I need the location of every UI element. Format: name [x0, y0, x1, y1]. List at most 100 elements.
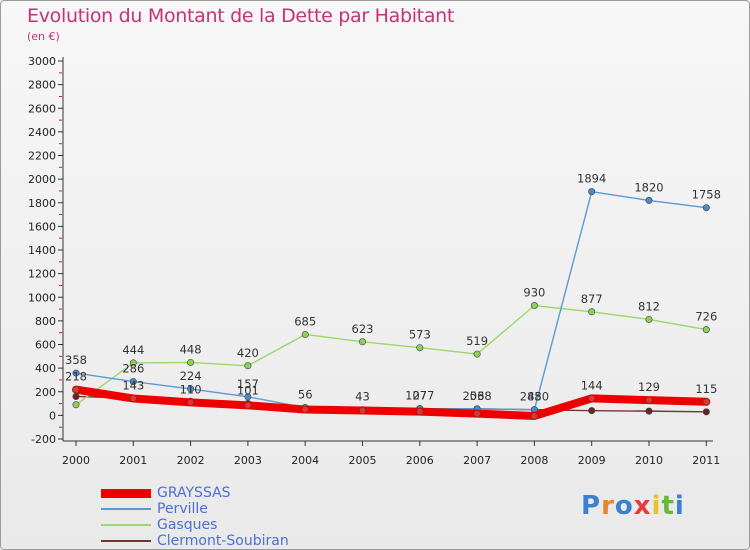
y-tick-label: 400 [35, 362, 56, 375]
data-point-perville [645, 196, 653, 204]
chart-title: Evolution du Montant de la Dette par Hab… [27, 5, 455, 27]
y-tick-label: 1200 [28, 268, 56, 281]
data-label-grayssas: 110 [180, 382, 202, 396]
legend-label-grayssas: GRAYSSAS [157, 485, 231, 501]
y-tick-label: 0 [49, 409, 56, 422]
legend-label-perville: Perville [157, 501, 208, 517]
data-point-gasques [473, 350, 481, 358]
data-label-perville: 2850 [520, 390, 549, 404]
data-label-perville: 224 [180, 369, 202, 383]
x-tick-label: 2000 [62, 454, 90, 467]
proxiti-logo: Proxiti [581, 491, 685, 521]
x-tick-label: 2010 [635, 454, 663, 467]
data-point-grayssas [358, 407, 366, 415]
logo-letter: i [651, 491, 662, 521]
data-point-gasques [358, 338, 366, 346]
data-point-grayssas [72, 386, 80, 394]
data-point-grayssas [301, 405, 309, 413]
data-label-perville: 1894 [577, 172, 606, 186]
y-tick-label: 2800 [28, 79, 56, 92]
x-tick-label: 2008 [520, 454, 548, 467]
data-label-gasques: 877 [581, 292, 603, 306]
data-point-gasques [129, 359, 137, 367]
data-label-clermont-soubiran: 43 [355, 390, 370, 404]
x-tick-label: 2004 [291, 454, 319, 467]
logo-letter: r [601, 491, 615, 521]
data-point-perville [187, 385, 195, 393]
data-point-grayssas [129, 394, 137, 402]
data-label-gasques: 573 [409, 328, 431, 342]
data-label-gasques: 519 [466, 334, 488, 348]
chart-subtitle: (en €) [27, 30, 60, 43]
y-tick-label: 800 [35, 315, 56, 328]
data-point-gasques [416, 344, 424, 352]
data-point-gasques [588, 308, 596, 316]
data-point-grayssas [530, 412, 538, 420]
data-point-grayssas [244, 401, 252, 409]
data-label-perville: 1077 [405, 389, 434, 403]
data-point-grayssas [645, 396, 653, 404]
legend-label-clermont-soubiran: Clermont-Soubiran [157, 533, 289, 549]
data-label-perville: 358 [65, 353, 87, 367]
y-tick-label: 2400 [28, 126, 56, 139]
data-point-gasques [645, 315, 653, 323]
legend-swatch-grayssas [101, 489, 151, 498]
y-tick-label: -200 [31, 433, 56, 446]
logo-text: Proxiti [581, 491, 685, 521]
data-label-gasques: 930 [523, 286, 545, 300]
data-point-gasques [702, 326, 710, 334]
data-label-perville: 1820 [634, 180, 663, 194]
y-tick-label: 600 [35, 339, 56, 352]
x-tick-label: 2003 [234, 454, 262, 467]
data-point-grayssas [416, 408, 424, 416]
data-label-grayssas: 144 [581, 378, 603, 392]
data-point-gasques [530, 302, 538, 310]
y-tick-label: 1000 [28, 291, 56, 304]
data-point-grayssas [187, 398, 195, 406]
data-point-clermont-soubiran [72, 392, 80, 400]
data-point-perville [588, 188, 596, 196]
data-label-perville: 1758 [692, 188, 721, 202]
data-point-gasques [301, 330, 309, 338]
data-point-perville [244, 393, 252, 401]
data-label-clermont-soubiran: 56 [298, 388, 313, 402]
x-tick-label: 2007 [463, 454, 491, 467]
legend-swatch-perville [101, 508, 151, 510]
data-label-gasques: 448 [180, 342, 202, 356]
data-point-clermont-soubiran [702, 408, 710, 416]
series-line-grayssas [72, 385, 711, 420]
data-label-perville: 157 [237, 377, 259, 391]
y-tick-label: 1800 [28, 197, 56, 210]
data-label-grayssas: 129 [638, 380, 660, 394]
y-tick-label: 200 [35, 386, 56, 399]
x-tick-label: 2002 [177, 454, 205, 467]
y-tick-label: 3000 [28, 55, 56, 68]
series-line-perville [75, 190, 707, 411]
data-label-gasques: 685 [294, 314, 316, 328]
y-tick-label: 2200 [28, 150, 56, 163]
logo-letter: P [581, 491, 602, 521]
data-label-grayssas: 115 [695, 382, 717, 396]
data-label-gasques: 420 [237, 346, 259, 360]
x-tick-label: 2011 [692, 454, 720, 467]
data-point-perville [702, 204, 710, 212]
data-point-clermont-soubiran [645, 407, 653, 415]
series-line-gasques [75, 304, 707, 406]
data-point-grayssas [473, 410, 481, 418]
y-tick-label: 1600 [28, 220, 56, 233]
x-tick-label: 2006 [406, 454, 434, 467]
data-label-clermont-soubiran: 27 [412, 389, 427, 403]
logo-letter: x [633, 491, 652, 521]
legend-swatch-clermont-soubiran [101, 540, 151, 542]
data-label-clermont-soubiran: 101 [237, 383, 259, 397]
data-label-perville: 286 [122, 362, 144, 376]
legend-label-gasques: Gasques [157, 517, 218, 533]
y-tick-label: 1400 [28, 244, 56, 257]
logo-letter: i [674, 491, 685, 521]
x-tick-label: 2009 [578, 454, 606, 467]
data-label-grayssas: 143 [122, 378, 144, 392]
logo-letter: t [661, 491, 675, 521]
data-label-gasques: 726 [695, 310, 717, 324]
data-point-perville [72, 369, 80, 377]
